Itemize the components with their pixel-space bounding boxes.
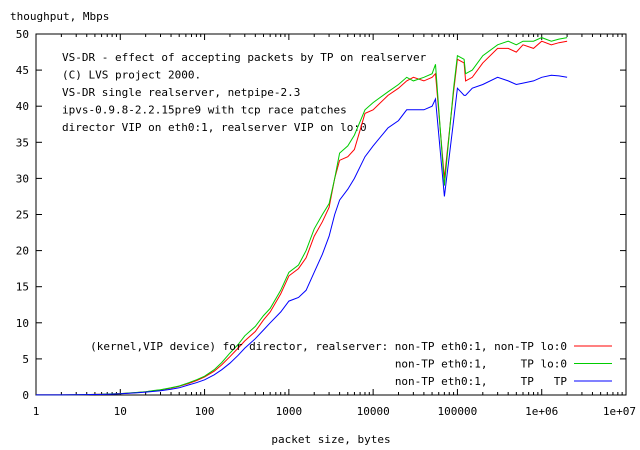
x-axis-label: packet size, bytes xyxy=(271,433,390,446)
x-tick-label: 10000 xyxy=(357,405,390,418)
annotation-block: VS-DR - effect of accepting packets by T… xyxy=(62,51,427,134)
y-tick-label: 0 xyxy=(22,389,29,402)
annotation-line: (C) LVS project 2000. xyxy=(62,69,201,82)
y-tick-label: 40 xyxy=(16,100,29,113)
series-lines xyxy=(36,37,568,396)
y-axis: 0 5 10 15 20 25 30 35 40 45 50 xyxy=(16,28,626,402)
annotation-line: director VIP on eth0:1, realserver VIP o… xyxy=(62,121,367,134)
annotation-line: VS-DR single realserver, netpipe-2.3 xyxy=(62,86,300,99)
x-axis: 1 10 100 1000 10000 100000 1e+06 1e+07 xyxy=(33,34,636,418)
y-axis-label: thoughput, Mbps xyxy=(10,10,109,23)
x-tick-label: 100 xyxy=(195,405,215,418)
y-tick-label: 10 xyxy=(16,317,29,330)
legend-entry-label: (kernel,VIP device) for director, realse… xyxy=(90,340,567,353)
y-tick-label: 25 xyxy=(16,209,29,222)
x-tick-label: 1e+06 xyxy=(525,405,558,418)
y-tick-label: 20 xyxy=(16,245,29,258)
x-tick-label: 1000 xyxy=(276,405,303,418)
y-tick-label: 35 xyxy=(16,136,29,149)
x-tick-label: 1 xyxy=(33,405,40,418)
y-tick-label: 45 xyxy=(16,64,29,77)
annotation-line: ipvs-0.9.8-2.2.15pre9 with tcp race patc… xyxy=(62,104,347,117)
legend-entry-label: non-TP eth0:1, TP lo:0 xyxy=(395,358,567,371)
annotation-line: VS-DR - effect of accepting packets by T… xyxy=(62,51,427,64)
y-tick-label: 50 xyxy=(16,28,29,41)
y-tick-label: 5 xyxy=(22,353,29,366)
legend-entry-label: non-TP eth0:1, TP TP xyxy=(395,375,568,388)
x-tick-label: 100000 xyxy=(438,405,478,418)
x-tick-label: 10 xyxy=(114,405,127,418)
y-tick-label: 15 xyxy=(16,281,29,294)
x-tick-label: 1e+07 xyxy=(603,405,636,418)
series-line-3 xyxy=(36,74,568,396)
legend: (kernel,VIP device) for director, realse… xyxy=(90,340,612,388)
y-tick-label: 30 xyxy=(16,172,29,185)
